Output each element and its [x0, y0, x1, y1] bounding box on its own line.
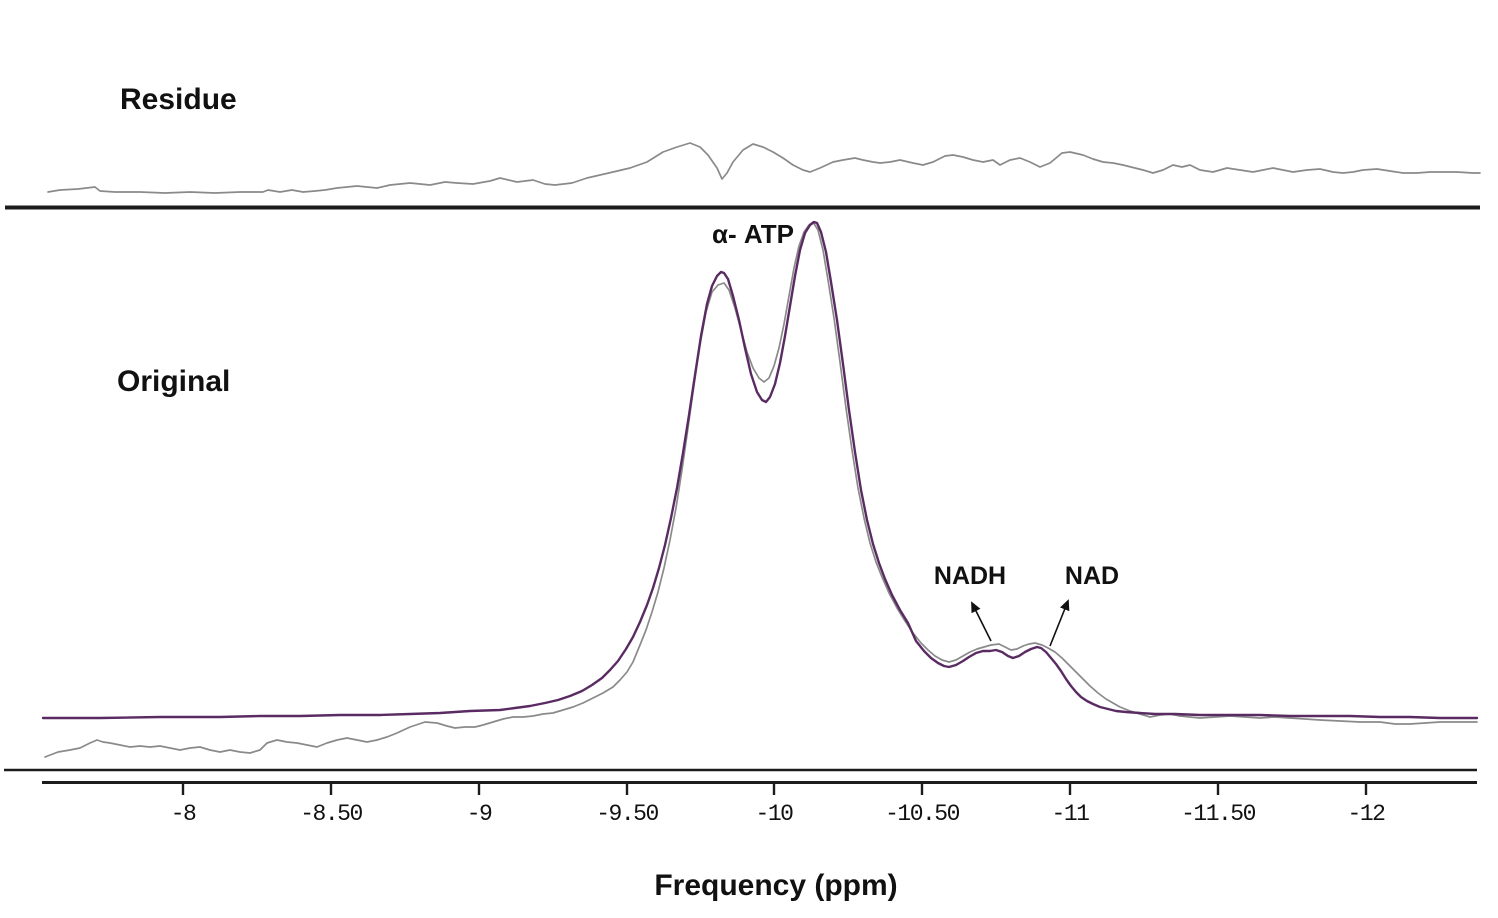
axis-tick-label: -9.50 [596, 801, 659, 827]
peak-label: α- ATP [712, 219, 794, 249]
peak-label: NADH [933, 562, 1007, 590]
axis-tick-label: -8.50 [300, 801, 363, 827]
nad-arrow [1049, 599, 1070, 647]
peak-label: NAD [1064, 562, 1120, 590]
axis-tick-label: -9 [466, 801, 493, 827]
x-axis-title: Frequency (ppm) [654, 869, 898, 902]
axis-tick-label: -10 [755, 801, 794, 827]
nadh-arrow [971, 601, 992, 642]
axis-tick-label: -12 [1347, 801, 1386, 827]
axis-tick-label: -11.50 [1181, 801, 1256, 827]
axis-tick-label: -11 [1051, 801, 1090, 827]
residue-panel-label: Residue [120, 83, 237, 116]
axis-tick-label: -8 [170, 801, 197, 827]
original-data-trace [44, 221, 1478, 758]
original-panel-label: Original [117, 365, 231, 398]
axis-tick-label: -10.50 [885, 801, 960, 827]
fitted-model-trace [41, 220, 1479, 720]
residual-trace [47, 142, 1481, 194]
